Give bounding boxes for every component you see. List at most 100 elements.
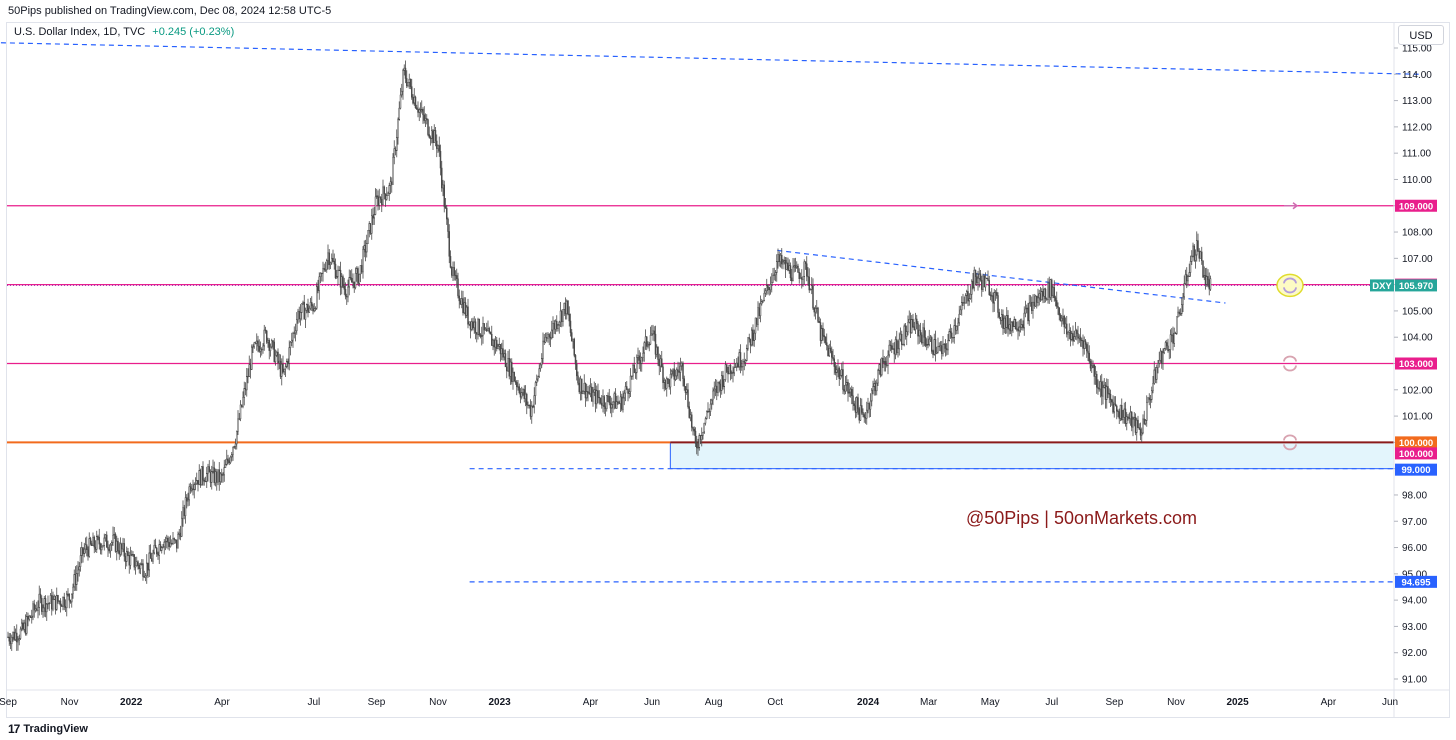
candle-body	[1046, 298, 1048, 300]
candle-body	[391, 181, 393, 185]
candle-body	[207, 466, 209, 474]
candle-body	[478, 318, 480, 336]
candle-body	[528, 404, 530, 407]
candle-body	[498, 344, 500, 347]
candle-body	[58, 600, 60, 602]
candle-body	[214, 471, 217, 484]
candle-body	[7, 636, 9, 638]
x-tick-label: Nov	[1167, 697, 1185, 708]
candle-body	[627, 388, 629, 394]
candle-body	[392, 157, 394, 185]
candle-body	[12, 631, 14, 638]
candle-body	[156, 547, 158, 555]
candle-body	[1163, 348, 1165, 354]
candle-body	[649, 335, 652, 345]
candle-body	[944, 343, 947, 349]
candle-body	[327, 252, 329, 261]
candle-body	[573, 338, 575, 356]
candle-body	[1159, 350, 1162, 361]
candle-body	[491, 333, 493, 346]
candle-body	[199, 470, 202, 486]
candle-body	[144, 575, 147, 578]
candle-body	[997, 295, 999, 313]
candle-body	[1014, 319, 1017, 330]
candle-body	[1058, 307, 1060, 316]
candle-body	[523, 389, 525, 399]
y-tick-label: 95.00	[1402, 569, 1427, 580]
candle-body	[1204, 275, 1207, 285]
candle-body	[951, 332, 953, 338]
candle-body	[434, 130, 437, 142]
candle-body	[798, 272, 800, 279]
candle-body	[293, 332, 295, 334]
publisher-header: 50Pips published on TradingView.com, Dec…	[8, 5, 332, 17]
candle-body	[258, 345, 260, 352]
candle-body	[1072, 333, 1074, 342]
symbol-legend[interactable]: U.S. Dollar Index, 1D, TVC +0.245 (+0.23…	[14, 26, 234, 38]
candle-body	[856, 397, 858, 413]
currency-selector[interactable]: USD	[1398, 25, 1444, 45]
candle-body	[534, 382, 537, 396]
candle-body	[449, 256, 452, 268]
candle-body	[678, 370, 680, 373]
candle-body	[463, 302, 465, 314]
candle-body	[368, 223, 370, 231]
candle-body	[297, 310, 299, 320]
candle-body	[846, 382, 848, 386]
x-tick-label: Nov	[61, 697, 79, 708]
candle-body	[333, 260, 335, 265]
candle-body	[966, 291, 968, 296]
candle-body	[1131, 411, 1133, 428]
candle-body	[1142, 418, 1144, 434]
candle-body	[439, 150, 442, 169]
candle-body	[564, 302, 567, 315]
candle-body	[349, 277, 352, 279]
candle-body	[108, 548, 110, 552]
candle-body	[467, 306, 469, 325]
candle-body	[1048, 282, 1050, 298]
candle-body	[382, 186, 384, 205]
candle-body	[133, 554, 135, 568]
candle-body	[22, 622, 24, 630]
candle-body	[634, 372, 637, 374]
candle-body	[288, 347, 290, 364]
candle-body	[99, 543, 102, 551]
candle-body	[43, 598, 45, 609]
candle-body	[754, 317, 757, 334]
candle-body	[1194, 254, 1197, 261]
candle-body	[318, 276, 320, 292]
candle-body	[823, 335, 825, 338]
candle-body	[797, 265, 799, 273]
candle-body	[477, 318, 479, 335]
candle-body	[443, 184, 445, 207]
candle-body	[739, 352, 742, 368]
candle-body	[1134, 417, 1137, 433]
candle-body	[772, 275, 774, 283]
candle-body	[607, 395, 609, 397]
candle-body	[241, 404, 243, 407]
candle-body	[212, 467, 214, 472]
candle-body	[238, 418, 240, 420]
candle-body	[312, 305, 314, 312]
refresh-icon	[1283, 434, 1297, 451]
candle-body	[557, 324, 559, 329]
candle-body	[712, 390, 714, 401]
candle-body	[367, 230, 369, 244]
candle-body	[818, 321, 820, 323]
last-price-badge	[1395, 279, 1437, 292]
candle-body	[388, 185, 390, 194]
chart-panel[interactable]	[6, 22, 1450, 718]
candle-body	[1119, 404, 1122, 419]
candle-body	[511, 361, 513, 382]
candle-body	[362, 249, 364, 273]
candle-body	[46, 603, 48, 613]
candle-body	[544, 337, 547, 343]
footer-brand[interactable]: 17 TradingView	[8, 719, 88, 739]
candle-body	[141, 563, 143, 565]
candle-body	[858, 408, 860, 421]
candle-body	[232, 447, 234, 455]
candle-body	[304, 310, 307, 320]
candle-body	[698, 435, 700, 448]
candle-body	[193, 484, 195, 490]
